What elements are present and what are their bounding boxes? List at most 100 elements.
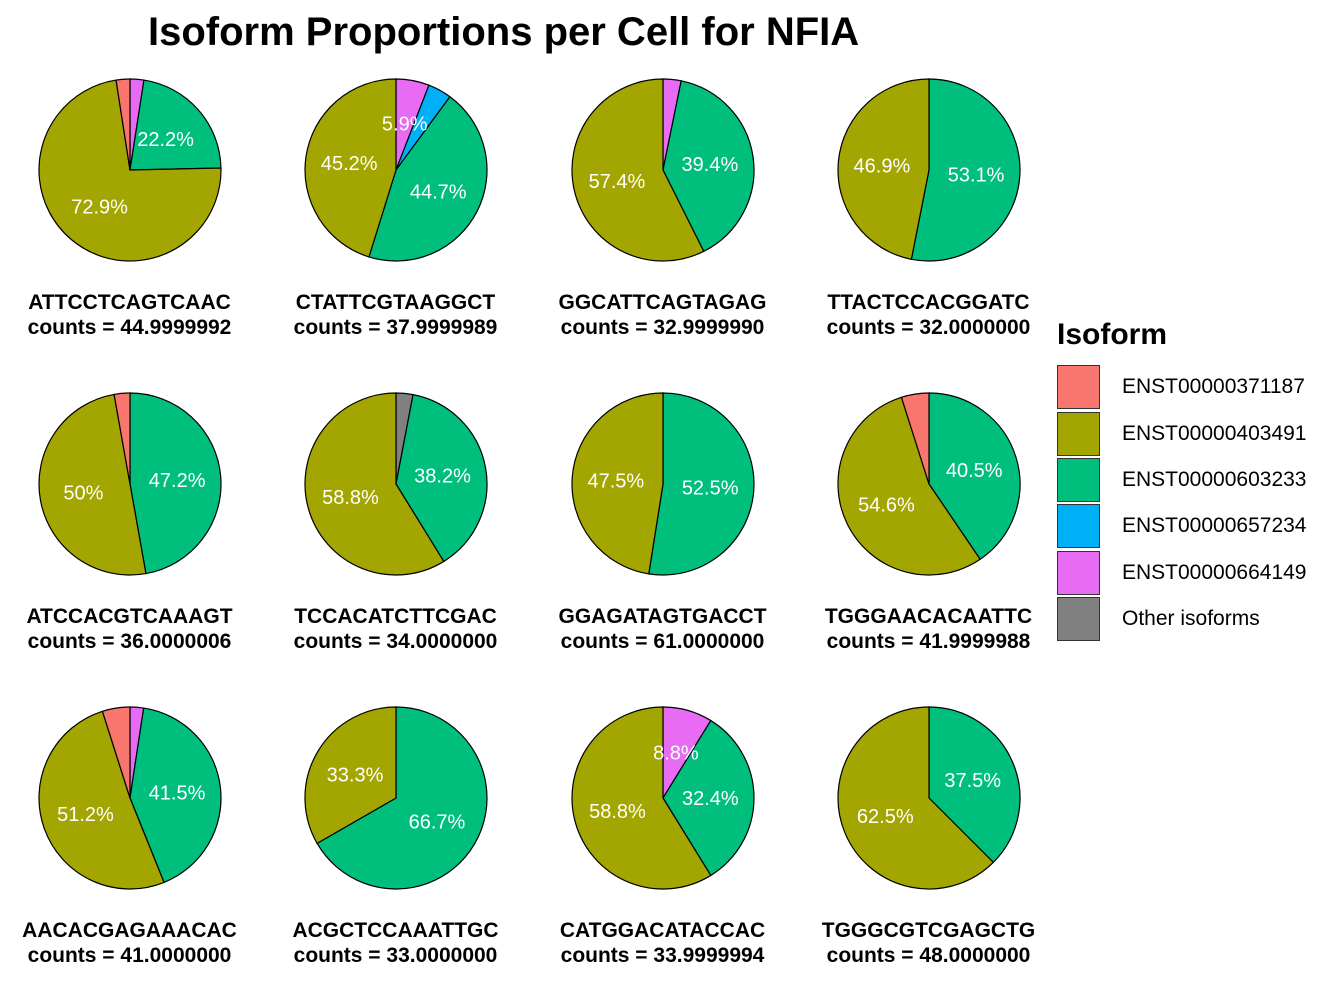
slice-percent-label: 51.2% xyxy=(57,804,114,826)
pie-chart: 47.5% 52.5% xyxy=(571,392,755,576)
cell-counts-label: counts = 33.0000000 xyxy=(293,944,498,967)
pie-grid: 72.9% 22.2% ATTCCTCAGTCAAC counts = 44.9999… xyxy=(0,78,1035,967)
slice-percent-label: 52.5% xyxy=(682,478,739,500)
legend-swatch xyxy=(1057,504,1100,549)
legend-swatch xyxy=(1057,411,1100,456)
pie-panel: 62.5% 37.5% TGGGCGTCGAGCTG counts = 48.0000… xyxy=(799,706,1065,1006)
cell-counts-label: counts = 61.0000000 xyxy=(560,630,765,653)
pie-slice-enst00000603233 xyxy=(928,392,1021,561)
pie-panel: 51.2% 41.5% AACACGAGAAACAC counts = 41.0000… xyxy=(0,706,266,1006)
slice-percent-label: 32.4% xyxy=(682,788,739,810)
pie-slice-enst00000603233 xyxy=(648,392,755,576)
pie-slice-enst00000603233 xyxy=(662,80,755,253)
pie-slice-enst00000403491 xyxy=(571,78,705,262)
pie-slice-enst00000403491 xyxy=(38,393,147,576)
slice-percent-label: 72.9% xyxy=(71,196,128,218)
slice-percent-label: 40.5% xyxy=(946,460,1003,482)
slice-percent-label: 33.3% xyxy=(327,764,384,786)
pie-slice-enst00000371187 xyxy=(115,78,131,171)
cell-counts-label: counts = 32.0000000 xyxy=(826,316,1031,339)
slice-percent-label: 8.8% xyxy=(653,742,699,764)
slice-percent-label: 45.2% xyxy=(321,153,378,175)
pie-panel: 47.5% 52.5% GGAGATAGTGACCT counts = 61.0000… xyxy=(533,392,799,692)
legend-item-enst00000403491: ENST00000403491 xyxy=(1057,410,1306,456)
cell-barcode-label: ACGCTCCAAATTGC xyxy=(292,919,499,942)
cell-counts-label: counts = 34.0000000 xyxy=(293,630,498,653)
cell-barcode-label: GGAGATAGTGACCT xyxy=(558,605,767,628)
legend-label: ENST00000403491 xyxy=(1122,421,1307,445)
cell-counts-label: counts = 32.9999990 xyxy=(560,316,765,339)
pie-chart: 46.9% 53.1% xyxy=(837,78,1021,262)
legend-title: Isoform xyxy=(1057,318,1168,351)
slice-percent-label: 58.8% xyxy=(589,801,646,823)
pie-chart: 62.5% 37.5% xyxy=(837,706,1021,890)
pie-panel: 58.8% 32.4% 8.8% CATGGACATACCAC counts = 33.… xyxy=(533,706,799,1006)
pie-chart: 45.2% 44.7% 5.9% xyxy=(304,78,488,262)
slice-percent-label: 58.8% xyxy=(322,487,379,509)
cell-barcode-label: ATTCCTCAGTCAAC xyxy=(28,291,231,314)
pie-chart: 72.9% 22.2% xyxy=(38,78,222,262)
legend-item-enst00000603233: ENST00000603233 xyxy=(1057,457,1306,503)
cell-barcode-label: TGGGAACACAATTC xyxy=(824,605,1033,628)
pie-slice-enst00000403491 xyxy=(571,706,712,890)
cell-barcode-label: ATCCACGTCAAAGT xyxy=(26,605,233,628)
pie-slice-enst00000371187 xyxy=(900,392,930,485)
slice-percent-label: 66.7% xyxy=(409,812,466,834)
pie-slice-enst00000603233 xyxy=(662,719,755,877)
pie-slice-enst00000371187 xyxy=(101,706,131,799)
slice-percent-label: 22.2% xyxy=(137,129,194,151)
slice-percent-label: 53.1% xyxy=(948,165,1005,187)
slice-percent-label: 54.6% xyxy=(858,495,915,517)
pie-slice-enst00000403491 xyxy=(837,396,981,576)
pie-panel: 72.9% 22.2% ATTCCTCAGTCAAC counts = 44.9999… xyxy=(0,78,266,378)
pie-slice-enst00000403491 xyxy=(304,392,445,576)
slice-percent-label: 5.9% xyxy=(382,113,428,135)
legend: Isoform ENST00000371187 ENST00000403491 EN… xyxy=(1057,318,1306,642)
pie-panel: 46.9% 53.1% TTACTCCACGGATC counts = 32.0000… xyxy=(799,78,1065,378)
legend-swatch xyxy=(1057,457,1100,502)
pie-slice-enst00000403491 xyxy=(837,78,930,260)
slice-percent-label: 41.5% xyxy=(149,783,206,805)
pie-slice-enst00000603233 xyxy=(129,79,222,171)
cell-barcode-label: CTATTCGTAAGGCT xyxy=(295,291,496,314)
legend-label: ENST00000603233 xyxy=(1122,467,1307,491)
chart-title: Isoform Proportions per Cell for NFIA xyxy=(148,10,860,54)
pie-chart: 58.8% 32.4% 8.8% xyxy=(571,706,755,890)
pie-panel: 50% 47.2% ATCCACGTCAAAGT counts = 36.000000… xyxy=(0,392,266,692)
pie-slice-enst00000603233 xyxy=(129,392,222,575)
slice-percent-label: 47.2% xyxy=(149,470,206,492)
legend-swatch xyxy=(1057,550,1100,595)
cell-barcode-label: TTACTCCACGGATC xyxy=(827,291,1030,314)
pie-panel: 54.6% 40.5% TGGGAACACAATTC counts = 41.9999… xyxy=(799,392,1065,692)
cell-counts-label: counts = 48.0000000 xyxy=(826,944,1031,967)
pie-slice-enst00000603233 xyxy=(368,95,488,262)
cell-barcode-label: TCCACATCTTCGAC xyxy=(294,605,497,628)
pie-chart: 57.4% 39.4% xyxy=(571,78,755,262)
pie-slice-enst00000403491 xyxy=(38,79,222,262)
pie-chart: 54.6% 40.5% xyxy=(837,392,1021,576)
cell-barcode-label: CATGGACATACCAC xyxy=(559,919,766,942)
legend-swatch xyxy=(1057,597,1100,642)
cell-barcode-label: GGCATTCAGTAGAG xyxy=(558,291,767,314)
legend-label: ENST00000371187 xyxy=(1122,375,1305,399)
slice-percent-label: 47.5% xyxy=(587,470,644,492)
pie-panel: 57.4% 39.4% GGCATTCAGTAGAG counts = 32.9999… xyxy=(533,78,799,378)
legend-item-other-isoforms: Other isoforms xyxy=(1057,596,1306,642)
cell-counts-label: counts = 33.9999994 xyxy=(560,944,765,967)
slice-percent-label: 57.4% xyxy=(589,171,646,193)
pie-chart: 50% 47.2% xyxy=(38,392,222,576)
slice-percent-label: 62.5% xyxy=(857,806,914,828)
slice-percent-label: 44.7% xyxy=(410,181,467,203)
slice-percent-label: 37.5% xyxy=(944,770,1001,792)
pie-panel: 45.2% 44.7% 5.9% CTATTCGTAAGGCT counts = 37.… xyxy=(266,78,532,378)
pie-slice-enst00000603233 xyxy=(910,78,1021,262)
pie-slice-enst00000403491 xyxy=(304,706,397,845)
cell-barcode-label: TGGGCGTCGAGCTG xyxy=(821,919,1036,942)
pie-panel: 58.8% 38.2% TCCACATCTTCGAC counts = 34.0000… xyxy=(266,392,532,692)
legend-label: ENST00000664149 xyxy=(1122,560,1307,584)
pie-slice-enst00000603233 xyxy=(928,706,1021,864)
pie-chart: 58.8% 38.2% xyxy=(304,392,488,576)
pie-slice-enst00000603233 xyxy=(129,707,222,884)
cell-barcode-label: AACACGAGAAACAC xyxy=(22,919,237,942)
pie-chart: 51.2% 41.5% xyxy=(38,706,222,890)
